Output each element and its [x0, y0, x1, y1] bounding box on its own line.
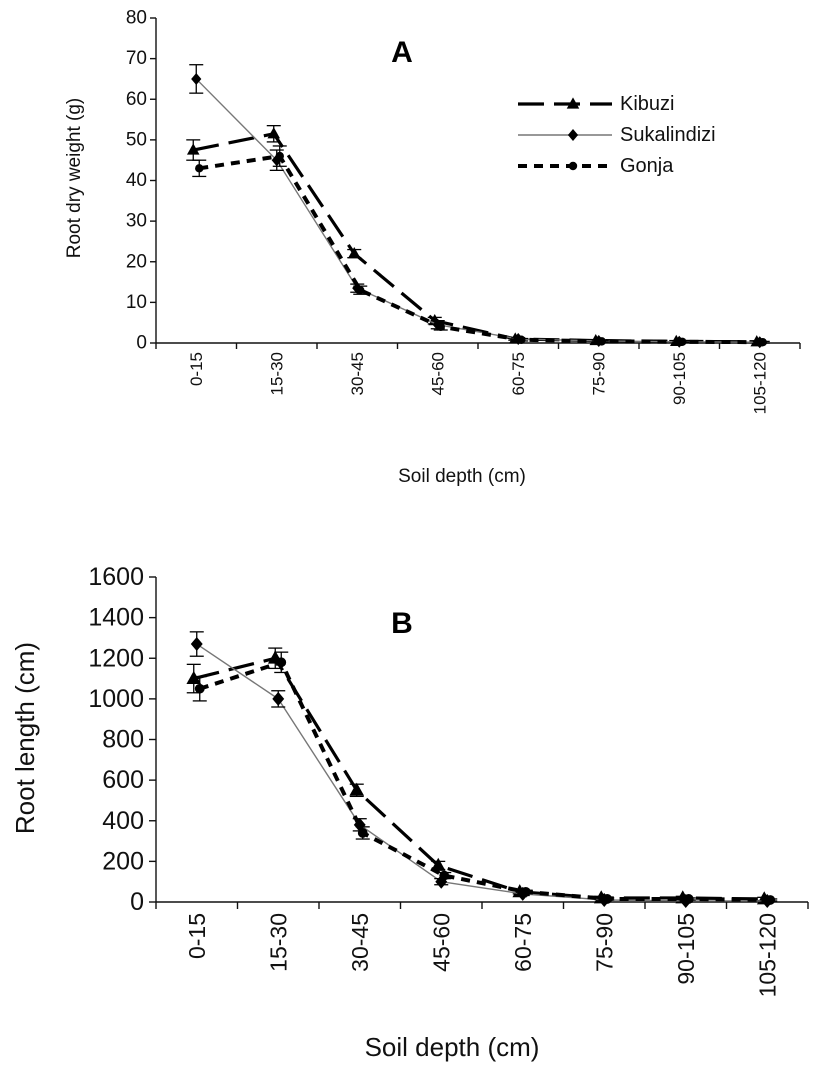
b-y-tick-label-1200: 1200 — [88, 644, 144, 672]
panel-b-y-axis-label: Root length (cm) — [10, 642, 40, 834]
a-y-tick-label-50: 50 — [126, 129, 147, 150]
b-y-tick-label-800: 800 — [102, 726, 144, 754]
panel-b-root-length: B 0 200 400 600 800 1000 1200 1400 1600 0-15 15-3… — [10, 563, 809, 1062]
b-y-tick-label-400: 400 — [102, 807, 144, 835]
b-point-gonja-105-120 — [765, 895, 776, 905]
panel-b-x-ticks: 0-15 15-30 30-45 45-60 60-75 75-90 90-105 105-1… — [155, 902, 809, 997]
a-point-gonja-0-15 — [195, 164, 204, 173]
a-series-sukalindizi — [189, 64, 767, 349]
legend-label-kibuzi: Kibuzi — [620, 93, 674, 115]
b-x-tick-label-15-30: 15-30 — [265, 913, 291, 972]
b-point-gonja-0-15 — [194, 683, 205, 694]
a-point-gonja-45-60 — [436, 322, 445, 331]
b-y-tick-label-1000: 1000 — [88, 685, 144, 713]
a-point-gonja-90-105 — [678, 337, 687, 346]
panel-a-y-ticks: 0 10 20 30 40 50 60 70 80 — [126, 8, 156, 354]
panel-a-title: A — [391, 36, 413, 69]
b-x-tick-label-75-90: 75-90 — [591, 913, 617, 972]
panel-a-root-dry-weight: A 0 10 20 30 40 50 60 70 80 0-15 15-30 30-45 45-60 6… — [64, 8, 801, 487]
b-x-tick-label-30-45: 30-45 — [347, 913, 373, 972]
a-point-gonja-75-90 — [597, 337, 606, 346]
b-point-kibuzi-30-45 — [349, 782, 365, 796]
a-point-sukalindizi-0-15 — [191, 72, 202, 85]
a-point-kibuzi-30-45 — [347, 247, 361, 259]
b-point-gonja-75-90 — [602, 894, 613, 904]
a-x-tick-label-0-15: 0-15 — [187, 352, 206, 386]
a-y-tick-label-70: 70 — [126, 48, 147, 69]
b-x-tick-label-0-15: 0-15 — [184, 913, 210, 959]
a-y-tick-label-30: 30 — [126, 211, 147, 232]
b-series-sukalindizi — [189, 631, 775, 908]
panel-b-title: B — [391, 607, 413, 640]
panel-a-x-ticks: 0-15 15-30 30-45 45-60 60-75 75-90 90-105 105-1… — [155, 343, 801, 414]
legend-marker-kibuzi — [566, 97, 580, 109]
b-y-tick-label-1400: 1400 — [88, 604, 144, 632]
a-line-sukalindizi — [195, 78, 760, 343]
b-point-gonja-15-30 — [276, 657, 287, 668]
legend-label-sukalindizi: Sukalindizi — [620, 124, 716, 146]
b-x-tick-label-60-75: 60-75 — [510, 913, 536, 972]
b-y-tick-label-200: 200 — [102, 847, 144, 875]
b-y-tick-label-600: 600 — [102, 766, 144, 794]
a-y-tick-label-40: 40 — [126, 170, 147, 191]
a-y-tick-label-10: 10 — [126, 292, 147, 313]
b-line-sukalindizi — [196, 643, 768, 902]
b-point-gonja-30-45 — [357, 828, 368, 838]
b-point-kibuzi-45-60 — [430, 857, 446, 871]
legend-label-gonja: Gonja — [620, 155, 674, 177]
b-point-kibuzi-0-15 — [186, 670, 202, 684]
panel-a-series — [186, 64, 770, 349]
a-x-tick-label-75-90: 75-90 — [589, 352, 608, 395]
a-point-kibuzi-15-30 — [267, 127, 281, 139]
a-series-gonja — [192, 145, 770, 347]
b-point-sukalindizi-0-15 — [190, 637, 203, 652]
a-x-tick-label-15-30: 15-30 — [267, 352, 286, 395]
b-x-tick-label-90-105: 90-105 — [673, 913, 699, 985]
panel-b-x-axis-label: Soil depth (cm) — [365, 1032, 540, 1062]
legend-marker-gonja — [568, 161, 578, 171]
a-y-tick-label-0: 0 — [136, 333, 147, 354]
a-line-gonja — [198, 154, 763, 345]
b-y-tick-label-1600: 1600 — [88, 563, 144, 591]
a-x-tick-label-45-60: 45-60 — [428, 352, 447, 395]
a-y-tick-label-80: 80 — [126, 8, 147, 29]
a-x-tick-label-60-75: 60-75 — [509, 352, 528, 395]
a-x-tick-label-105-120: 105-120 — [750, 352, 769, 414]
b-point-gonja-60-75 — [520, 886, 531, 897]
b-x-tick-label-45-60: 45-60 — [428, 913, 454, 972]
a-point-kibuzi-0-15 — [186, 143, 200, 155]
b-x-tick-label-105-120: 105-120 — [754, 913, 780, 997]
legend: Kibuzi Sukalindizi Gonja — [518, 93, 716, 177]
legend-marker-sukalindizi — [567, 129, 579, 141]
a-x-tick-label-90-105: 90-105 — [670, 352, 689, 405]
b-point-gonja-45-60 — [439, 870, 450, 881]
panel-b-series — [186, 631, 778, 908]
a-y-tick-label-60: 60 — [126, 89, 147, 110]
a-point-gonja-60-75 — [517, 335, 526, 344]
b-point-gonja-90-105 — [683, 894, 694, 904]
panel-a-x-axis-label: Soil depth (cm) — [398, 466, 526, 487]
b-point-sukalindizi-15-30 — [272, 691, 285, 706]
b-y-tick-label-0: 0 — [130, 888, 144, 916]
b-line-gonja — [199, 660, 771, 902]
a-y-tick-label-20: 20 — [126, 251, 147, 272]
b-series-kibuzi — [186, 647, 772, 905]
b-series-gonja — [192, 651, 778, 905]
panel-a-y-axis-label: Root dry weight (g) — [64, 98, 85, 259]
a-point-gonja-30-45 — [356, 285, 365, 295]
a-x-tick-label-30-45: 30-45 — [348, 352, 367, 395]
panel-b-y-ticks: 0 200 400 600 800 1000 1200 1400 1600 — [88, 563, 156, 916]
a-point-gonja-105-120 — [758, 337, 767, 347]
a-point-gonja-15-30 — [275, 151, 284, 161]
